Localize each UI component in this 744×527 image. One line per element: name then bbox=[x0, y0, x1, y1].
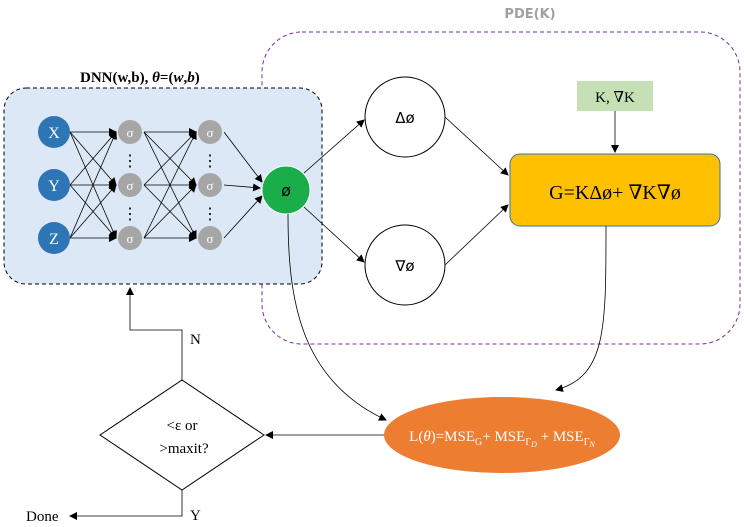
hidden-node-label: σ bbox=[126, 231, 133, 246]
hidden-node-label: σ bbox=[206, 125, 213, 140]
hidden-layer-2: σ σ σ ⋮ ⋮ bbox=[198, 120, 222, 250]
hidden-node-label: σ bbox=[206, 231, 213, 246]
ellipsis-dots: ⋮ bbox=[122, 206, 138, 223]
decision-line-2: >maxit? bbox=[159, 441, 209, 457]
dnn-box bbox=[3, 87, 323, 285]
pde-title: PDE(K) bbox=[504, 7, 555, 22]
arrow-yes-to-done bbox=[69, 490, 183, 520]
hidden-node-label: σ bbox=[206, 178, 213, 193]
yes-label: Y bbox=[190, 508, 201, 524]
loss-label: L(θ)=MSEG+ MSEΓD + MSEΓN bbox=[409, 429, 595, 449]
arrow-laplacian-to-g bbox=[444, 116, 509, 176]
input-layer: X Y Z bbox=[38, 116, 70, 254]
arrow-to-gradient bbox=[303, 206, 365, 263]
decision-line-1: <ε or bbox=[166, 418, 197, 434]
output-node-label: ø bbox=[281, 181, 291, 200]
arrow-to-laplacian bbox=[303, 119, 365, 174]
ellipsis-dots: ⋮ bbox=[202, 153, 218, 170]
hidden-layer-1: σ σ σ ⋮ ⋮ bbox=[118, 120, 142, 250]
hidden-node-label: σ bbox=[126, 125, 133, 140]
k-box bbox=[577, 81, 653, 111]
hidden-node bbox=[198, 120, 222, 144]
arrow-gradient-to-g bbox=[444, 204, 509, 266]
g-equation-label: G=KΔø+ ∇K∇ø bbox=[549, 182, 681, 204]
arrow-no-to-dnn bbox=[126, 287, 183, 380]
k-box-label: K, ∇K bbox=[595, 90, 635, 106]
input-node-x bbox=[38, 116, 70, 148]
ellipsis-dots: ⋮ bbox=[202, 206, 218, 223]
no-label: N bbox=[190, 332, 201, 348]
laplacian-label: Δø bbox=[395, 109, 414, 127]
input-node-z bbox=[38, 222, 70, 254]
arrow-g-to-loss bbox=[555, 225, 607, 392]
hidden-node bbox=[198, 173, 222, 197]
loss-ellipse bbox=[384, 397, 620, 473]
arrow-output-to-loss bbox=[287, 213, 387, 421]
output-node bbox=[261, 165, 311, 215]
g-equation-box bbox=[509, 153, 721, 227]
ellipsis-dots: ⋮ bbox=[122, 153, 138, 170]
input-label-z: Z bbox=[49, 231, 59, 248]
dnn-title: DNN(w,b), θ=(w,b) bbox=[80, 70, 200, 86]
done-label: Done bbox=[26, 509, 59, 525]
hidden-node bbox=[118, 120, 142, 144]
gradient-label: ∇ø bbox=[394, 257, 414, 275]
input-label-x: X bbox=[48, 125, 60, 142]
hidden-node bbox=[198, 226, 222, 250]
network-connections bbox=[69, 128, 263, 242]
hidden-node bbox=[118, 226, 142, 250]
input-label-y: Y bbox=[48, 178, 60, 195]
hidden-node bbox=[118, 173, 142, 197]
decision-diamond bbox=[99, 379, 265, 491]
hidden-node-label: σ bbox=[126, 178, 133, 193]
input-node-y bbox=[38, 169, 70, 201]
